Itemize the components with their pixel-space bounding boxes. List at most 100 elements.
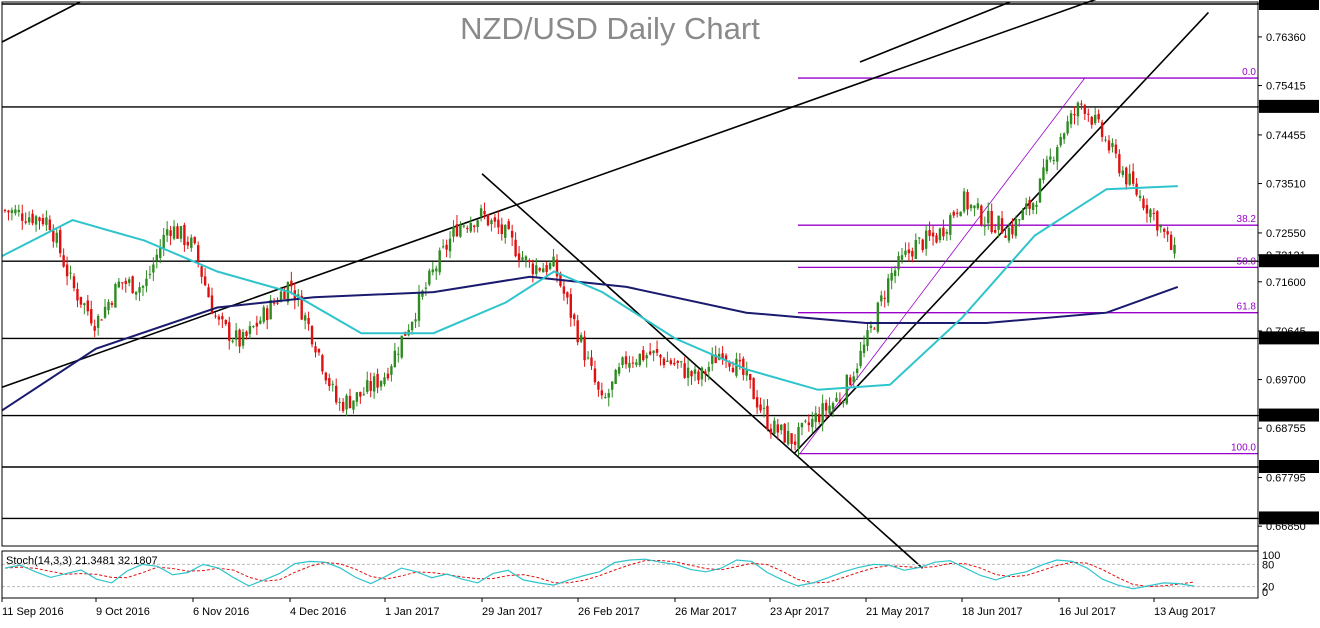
price-tick-label: 0.70500: [1266, 333, 1306, 345]
candle-body: [1014, 218, 1018, 236]
candle-body: [1056, 147, 1059, 162]
candle-body: [428, 270, 431, 285]
candle-body: [128, 279, 131, 283]
candle-body: [676, 360, 679, 363]
price-tick-label: 0.68755: [1266, 423, 1306, 435]
date-tick-label: 16 Jul 2017: [1059, 606, 1116, 618]
candle-body: [224, 320, 227, 324]
candle-body: [504, 224, 507, 238]
candle-body: [900, 255, 904, 260]
candle-body: [938, 228, 942, 241]
candle-body: [41, 218, 45, 225]
date-tick-label: 23 Apr 2017: [770, 606, 829, 618]
candle-body: [524, 256, 528, 260]
price-tick-label: 0.66850: [1266, 521, 1306, 533]
price-label-box: [1259, 460, 1319, 473]
candle-body: [1045, 159, 1049, 172]
candle-body: [217, 316, 221, 320]
candle-body: [283, 291, 286, 300]
date-tick-label: 29 Jan 2017: [482, 606, 543, 618]
stochastic-scale-label: 0: [1262, 587, 1268, 599]
candle-body: [507, 221, 510, 230]
candle-body: [510, 230, 514, 238]
candle-body: [1111, 143, 1114, 148]
candle-body: [800, 422, 804, 428]
candle-body: [1025, 203, 1028, 209]
candle-body: [400, 335, 403, 358]
candle-body: [331, 383, 334, 385]
candle-body: [624, 356, 628, 365]
candle-body: [655, 348, 659, 353]
fib-level-label: 0.0: [1242, 67, 1256, 78]
candle-body: [914, 239, 917, 260]
candle-body: [1069, 113, 1073, 125]
candle-body: [1059, 136, 1062, 146]
candle-body: [124, 280, 127, 284]
candle-body: [773, 420, 776, 434]
candle-body: [680, 361, 683, 363]
candle-body: [721, 353, 724, 359]
candle-body: [466, 228, 469, 230]
date-tick-label: 4 Dec 2016: [290, 606, 346, 618]
candle-body: [931, 232, 935, 237]
candle-body: [352, 400, 355, 410]
candle-body: [266, 308, 269, 321]
candle-body: [949, 215, 952, 235]
candle-body: [700, 367, 704, 380]
candle-body: [542, 268, 545, 273]
candle-body: [34, 216, 38, 225]
price-label-box: [1259, 99, 1319, 113]
candle-body: [159, 248, 162, 258]
candle-body: [155, 254, 158, 261]
candle-body: [176, 226, 179, 239]
fib-level-label: 61.8: [1237, 302, 1257, 313]
candle-body: [324, 372, 328, 381]
candle-body: [993, 230, 997, 233]
candle-body: [735, 358, 738, 376]
candle-body: [811, 418, 814, 428]
candle-body: [435, 268, 438, 272]
candle-body: [759, 404, 762, 411]
candle-body: [76, 288, 79, 301]
stochastic-level-label: 20: [1262, 582, 1274, 594]
candle-body: [555, 259, 559, 277]
candle-body: [849, 377, 852, 386]
candle-body: [611, 381, 614, 390]
candle-body: [255, 322, 259, 327]
date-tick-label: 9 Oct 2016: [96, 606, 150, 618]
date-tick-label: 26 Mar 2017: [675, 606, 737, 618]
candle-body: [86, 300, 89, 312]
candle-body: [165, 229, 169, 236]
candle-body: [538, 268, 541, 271]
candle-body: [452, 226, 455, 237]
candle-body: [731, 367, 735, 373]
candle-body: [807, 422, 811, 426]
candle-body: [745, 370, 748, 376]
candle-body: [828, 405, 831, 414]
candle-body: [1100, 122, 1104, 137]
candle-body: [117, 281, 121, 288]
candle-body: [245, 331, 248, 337]
candle-body: [221, 316, 224, 320]
candle-body: [114, 284, 117, 308]
candle-body: [659, 354, 662, 358]
candle-body: [479, 208, 483, 217]
candle-body: [272, 302, 276, 304]
trendline: [1, 0, 1097, 389]
candle-body: [662, 358, 666, 366]
candle-body: [762, 407, 766, 409]
candle-body: [397, 353, 400, 355]
chart-title: NZD/USD Daily Chart: [460, 11, 760, 46]
fib-level-label: 100.0: [1231, 443, 1256, 454]
stochastic-level-label: 80: [1262, 559, 1274, 571]
candle-body: [386, 373, 390, 379]
price-tick-label: 0.72550: [1266, 228, 1306, 240]
candle-body: [1152, 212, 1156, 214]
date-tick-label: 26 Feb 2017: [578, 606, 640, 618]
candle-body: [410, 321, 414, 331]
candle-body: [179, 226, 183, 239]
candle-body: [345, 395, 348, 410]
candle-body: [776, 424, 779, 433]
